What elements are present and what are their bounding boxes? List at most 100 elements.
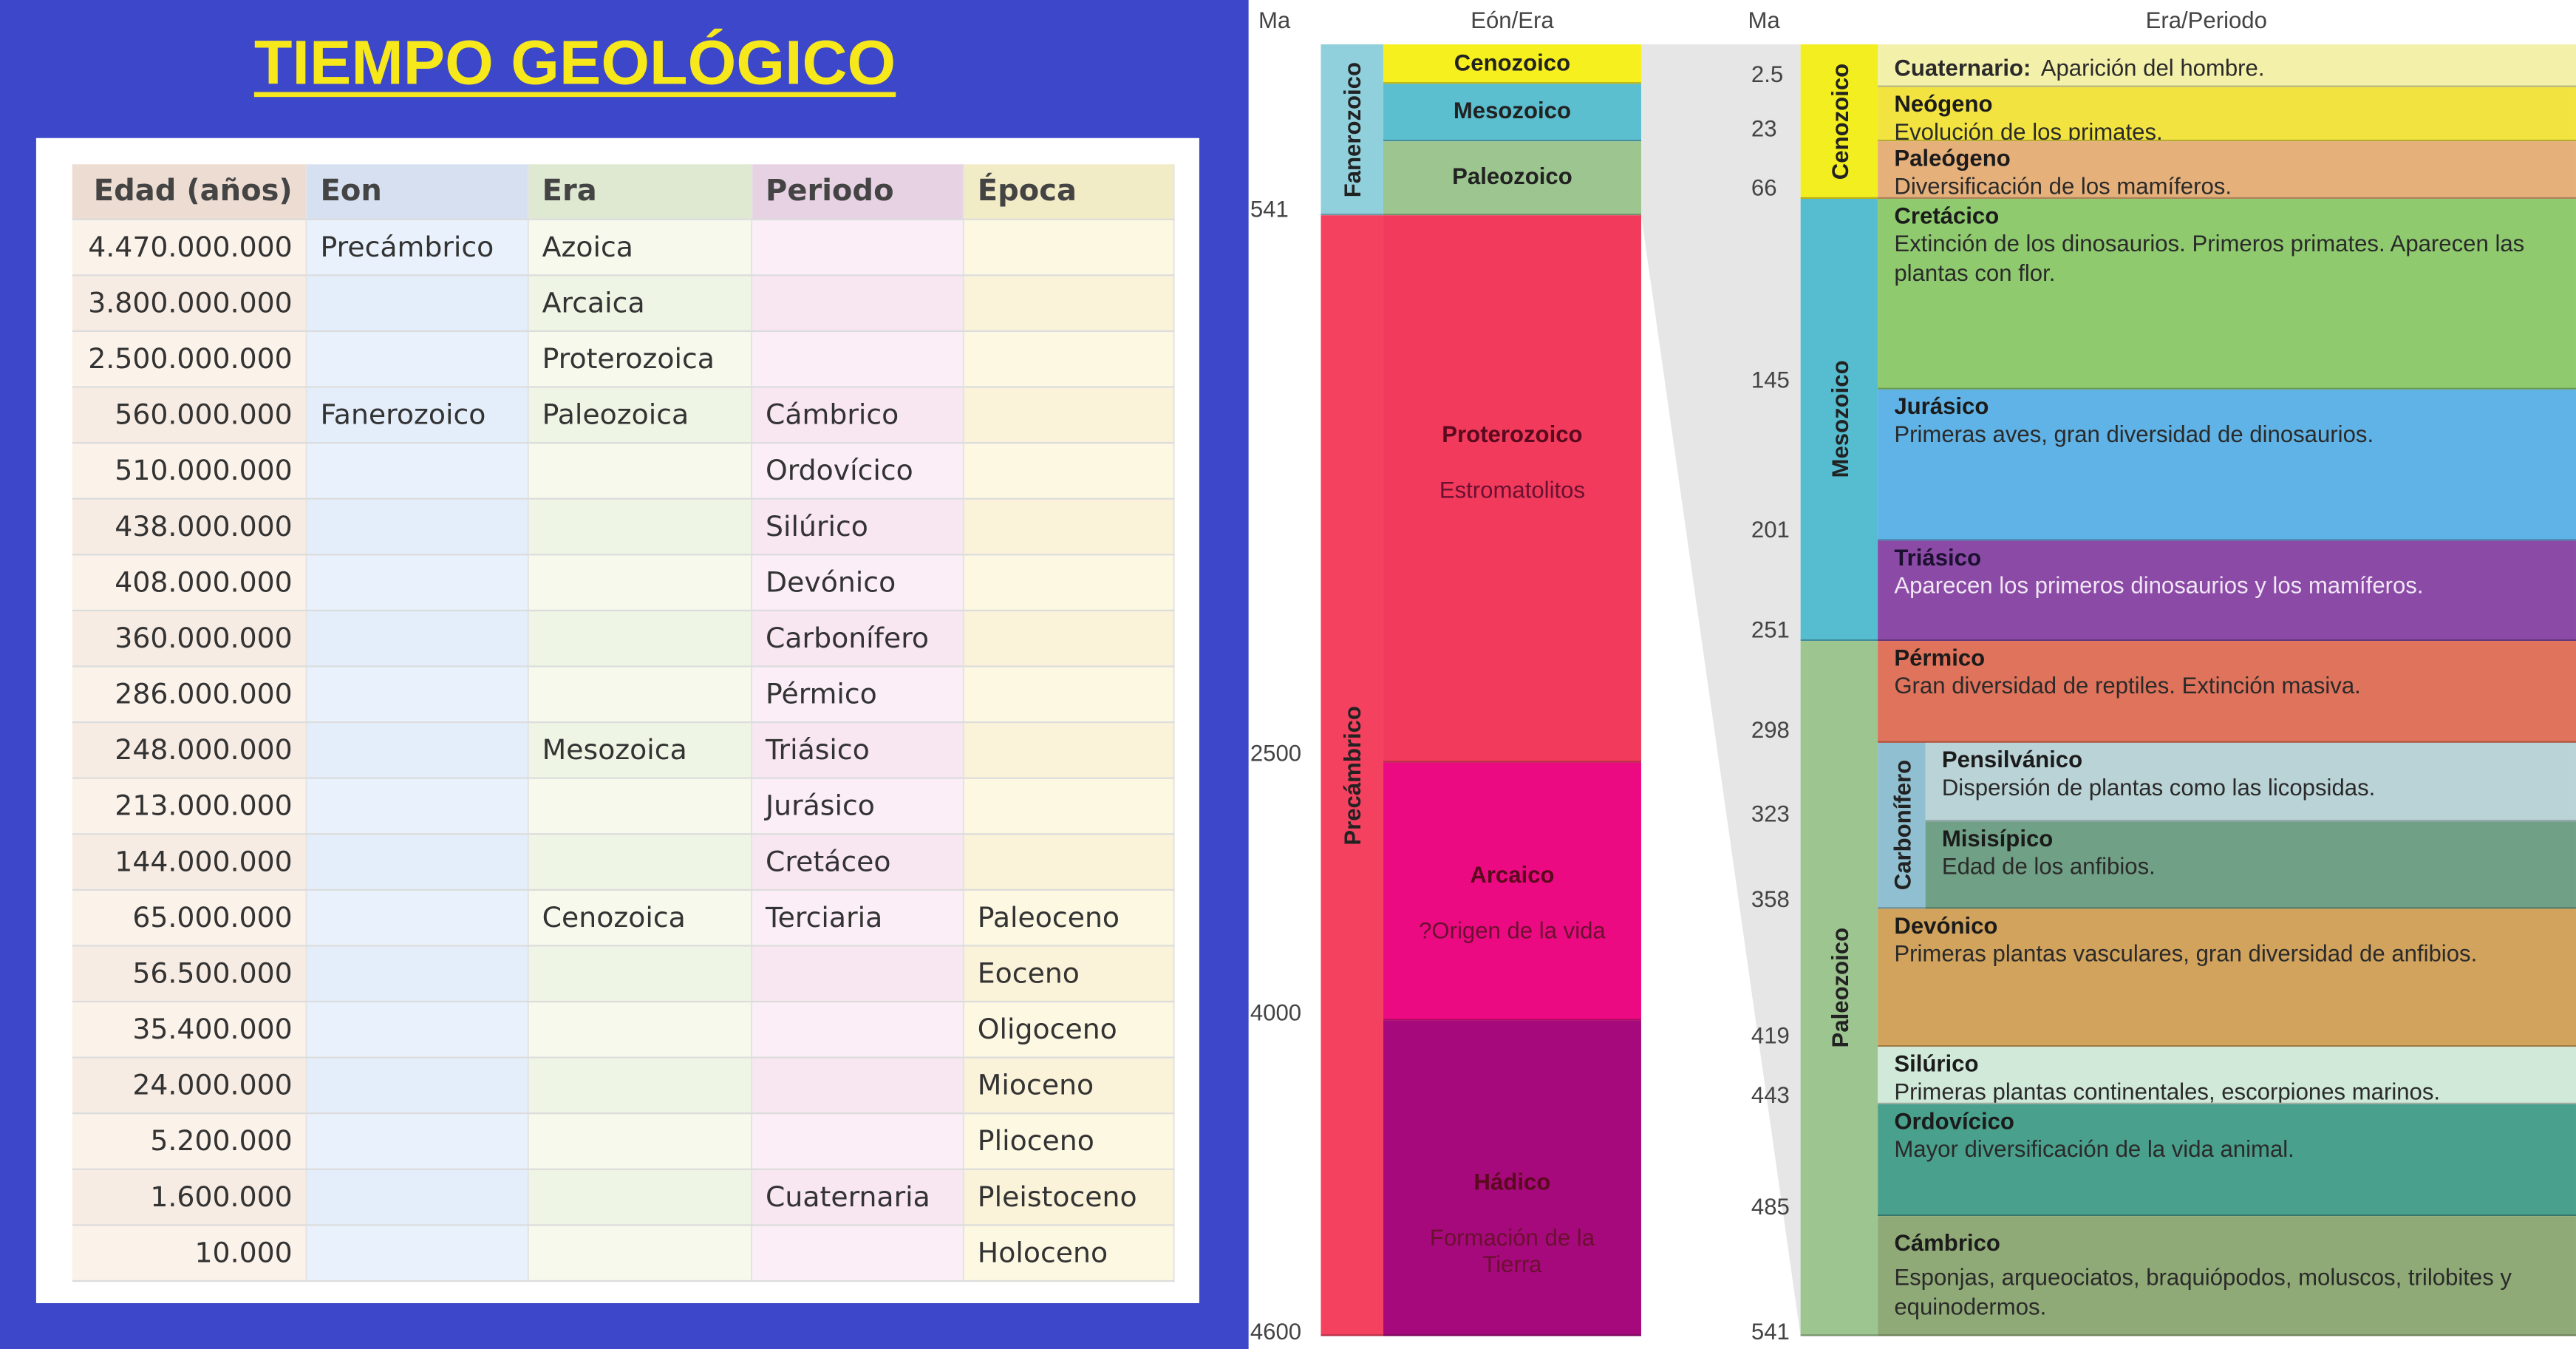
- table-row: 65.000.000 Cenozoica Terciaria Paleoceno: [72, 889, 1175, 947]
- table-cell: [963, 722, 1175, 779]
- page-title: TIEMPO GEOLÓGICO: [0, 30, 1150, 101]
- table-cell: [306, 778, 529, 835]
- column-header: Época: [963, 164, 1175, 220]
- period-name: Cámbrico: [1894, 1229, 2000, 1256]
- ma-tick-right: 358: [1751, 886, 1790, 912]
- period-name: Cretácico: [1894, 202, 2000, 229]
- carbonifero-label-block: Carbonífero: [1878, 742, 1926, 909]
- era-label: Mesozoico: [1826, 360, 1853, 478]
- period-block: Devónico Primeras plantas vasculares, gra…: [1878, 908, 2576, 1047]
- period-description: Diversificación de los mamíferos.: [1894, 172, 2232, 200]
- table-cell: [963, 554, 1175, 612]
- period-description: Aparición del hombre.: [2040, 54, 2265, 81]
- table-cell: 65.000.000: [72, 889, 307, 947]
- table-row: 510.000.000 Ordovícico: [72, 443, 1175, 500]
- table-cell: Cuaternaria: [752, 1169, 965, 1226]
- era-block: Proterozoico Estromatolitos: [1383, 215, 1641, 763]
- era-block: Arcaico ?Origen de la vida: [1383, 762, 1641, 1021]
- table-cell: [528, 945, 753, 1003]
- table-cell: [752, 219, 965, 276]
- table-cell: [306, 834, 529, 891]
- period-name: Pérmico: [1894, 644, 1986, 671]
- period-name: Devónico: [1894, 911, 1998, 939]
- table-cell: [306, 1057, 529, 1115]
- table-cell: 1.600.000: [72, 1169, 307, 1226]
- table-cell: Mioceno: [963, 1057, 1175, 1115]
- table-cell: [963, 330, 1175, 388]
- period-block: Cámbrico Esponjas, arqueociatos, braquióp…: [1878, 1216, 2576, 1336]
- ma-tick-right: 443: [1751, 1081, 1790, 1108]
- table-cell: Precámbrico: [306, 219, 529, 276]
- era-block: Mesozoico: [1383, 84, 1641, 142]
- table-cell: [306, 945, 529, 1003]
- table-cell: Paleoceno: [963, 889, 1175, 947]
- period-name: Silúrico: [1894, 1050, 1979, 1077]
- title-text: TIEMPO GEOLÓGICO: [253, 30, 896, 99]
- table-header-row: Edad (años) Eon Era Periodo Época: [72, 164, 1175, 220]
- period-group-label: Carbonífero: [1888, 759, 1915, 891]
- table-cell: Jurásico: [752, 778, 965, 835]
- period-row: Cuaternario: Aparición del hombre.: [1894, 52, 2576, 82]
- table-row: 2.500.000.000 Proterozoica: [72, 330, 1175, 388]
- era-subtitle: Formación de la Tierra: [1429, 1224, 1595, 1277]
- period-name: Neógeno: [1894, 90, 1993, 117]
- column-header: Edad (años): [72, 164, 307, 220]
- table-cell: 10.000: [72, 1225, 307, 1282]
- table-row: 10.000 Holoceno: [72, 1225, 1175, 1282]
- table-cell: 56.500.000: [72, 945, 307, 1003]
- eon-era-header: Eón/Era: [1471, 6, 1554, 33]
- table-cell: [963, 778, 1175, 835]
- table-cell: Mesozoica: [528, 722, 753, 779]
- period-description: Esponjas, arqueociatos, braquiópodos, mo…: [1894, 1263, 2512, 1320]
- table-row: 560.000.000 Fanerozoico Paleozoica Cámbrico: [72, 387, 1175, 444]
- table-row: 360.000.000 Carbonífero: [72, 610, 1175, 667]
- ma-tick-left: 541: [1250, 195, 1289, 222]
- table-cell: [306, 443, 529, 500]
- era-block: Hádico Formación de la Tierra: [1383, 1020, 1641, 1336]
- table-cell: [963, 834, 1175, 891]
- period-description: Evolución de los primates.: [1894, 118, 2163, 142]
- table-cell: [528, 498, 753, 556]
- table-cell: [306, 330, 529, 388]
- eon-block: Fanerozoico: [1321, 44, 1383, 216]
- table-row: 4.470.000.000 Precámbrico Azoica: [72, 219, 1175, 276]
- period-name: Triásico: [1894, 543, 1982, 571]
- period-name: Cuaternario:: [1894, 54, 2031, 81]
- period-description: Mayor diversificación de la vida animal.: [1894, 1135, 2294, 1162]
- table-cell: [963, 387, 1175, 444]
- ma-tick-right: 323: [1751, 800, 1790, 827]
- period-description: Aparecen los primeros dinosaurios y los …: [1894, 571, 2424, 599]
- period-block: Cuaternario: Aparición del hombre.: [1878, 44, 2576, 87]
- table-cell: 360.000.000: [72, 610, 307, 667]
- table-cell: [963, 219, 1175, 276]
- table-cell: 248.000.000: [72, 722, 307, 779]
- table-cell: Paleozoica: [528, 387, 753, 444]
- table-cell: [752, 1002, 965, 1059]
- ma-label-left: Ma: [1258, 6, 1291, 33]
- period-block: Pensilvánico Dispersión de plantas como l…: [1925, 742, 2576, 822]
- era-block: Cenozoico: [1383, 44, 1641, 84]
- period-name: Pensilvánico: [1941, 746, 2083, 772]
- table-cell: [963, 666, 1175, 724]
- table-cell: [528, 443, 753, 500]
- era-column-block: Paleozoico: [1800, 641, 1878, 1336]
- era-label: Arcaico: [1470, 860, 1555, 888]
- column-header: Periodo: [752, 164, 965, 220]
- era-label: Proterozoico: [1442, 421, 1583, 447]
- table-cell: Cenozoica: [528, 889, 753, 947]
- ma-tick-right: 541: [1751, 1318, 1790, 1345]
- era-label: Paleozoico: [1452, 163, 1572, 189]
- period-block: Triásico Aparecen los primeros dinosaurio…: [1878, 540, 2576, 642]
- ma-tick-left: 4000: [1250, 999, 1302, 1026]
- table-row: 286.000.000 Pérmico: [72, 666, 1175, 724]
- table-cell: Carbonífero: [752, 610, 965, 667]
- ma-tick-left: 2500: [1250, 739, 1302, 767]
- table-cell: [528, 1057, 753, 1115]
- era-column-block: Mesozoico: [1800, 199, 1878, 642]
- ma-tick-right: 485: [1751, 1193, 1790, 1220]
- table-cell: [306, 1225, 529, 1282]
- period-block: Paleógeno Diversificación de los mamífero…: [1878, 141, 2576, 200]
- era-period-header: Era/Periodo: [2145, 6, 2267, 33]
- column-header: Era: [528, 164, 753, 220]
- ma-tick-left: 4600: [1250, 1318, 1302, 1345]
